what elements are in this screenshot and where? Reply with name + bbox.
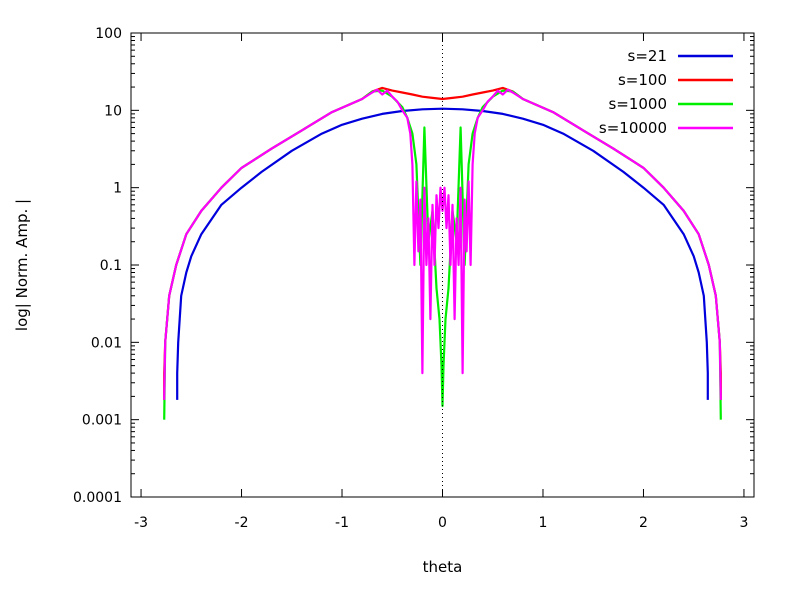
- y-tick-label: 100: [95, 26, 122, 42]
- x-tick-label: 3: [739, 515, 748, 531]
- series-line-3: [163, 88, 722, 400]
- y-tick-label: 0.01: [91, 335, 122, 351]
- x-tick-label: 2: [639, 515, 648, 531]
- y-tick-label: 0.1: [100, 258, 122, 274]
- legend-label: s=10000: [599, 119, 667, 137]
- y-tick-label: 0.001: [82, 413, 122, 429]
- y-axis-label: log| Norm. Amp. |: [13, 199, 31, 331]
- legend: s=21 s=100 s=1000 s=10000: [599, 47, 733, 137]
- x-tick-label: 1: [539, 515, 548, 531]
- y-tick-label: 10: [104, 103, 122, 119]
- x-axis-label: theta: [423, 558, 463, 576]
- legend-label: s=21: [628, 47, 667, 65]
- legend-label: s=1000: [608, 95, 667, 113]
- x-tick-label: -3: [134, 515, 148, 531]
- x-tick-label: -2: [235, 515, 249, 531]
- y-tick-label: 1: [113, 181, 122, 197]
- series-line-0: [176, 107, 709, 400]
- x-tick-label: -1: [335, 515, 349, 531]
- series-line-2: [163, 89, 722, 420]
- legend-label: s=100: [618, 71, 667, 89]
- x-tick-label: 0: [438, 515, 447, 531]
- y-tick-label: 0.0001: [73, 490, 122, 506]
- axis-ticks: -3 -2 -1 0 1 2 3 0.0001 0.001 0.01 0.1 1 10 100: [73, 26, 754, 531]
